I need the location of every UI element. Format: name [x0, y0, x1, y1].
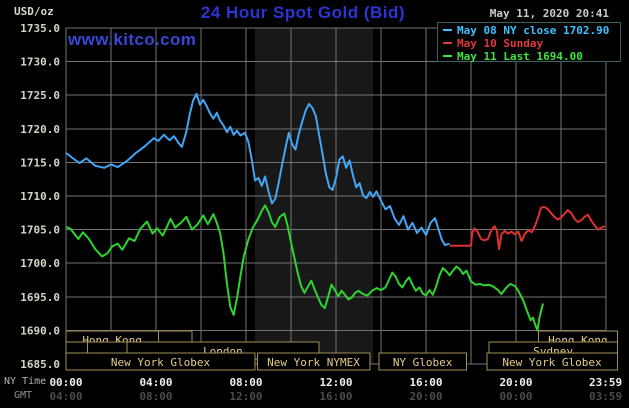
datetime-label: May 11, 2020 20:41 — [489, 7, 609, 20]
session-label: New York Globex — [502, 356, 602, 369]
legend-box: May 08 NY close 1702.90 May 10 Sunday Ma… — [437, 22, 621, 63]
y-tick-label: 1730.0 — [20, 56, 60, 69]
x-tick-label-gmt: 20:00 — [409, 390, 442, 403]
unit-label: USD/oz — [14, 5, 54, 18]
x-tick-label-ny: 04:00 — [139, 376, 172, 389]
x-tick-label-ny: 16:00 — [409, 376, 442, 389]
x-tick-label-ny: 20:00 — [499, 376, 532, 389]
session-box — [486, 352, 618, 371]
y-tick-label: 1715.0 — [20, 156, 60, 169]
legend-dash-icon — [443, 41, 452, 44]
session-label: NY Globex — [393, 356, 453, 369]
x-tick-label-ny: 00:00 — [49, 376, 82, 389]
y-tick-label: 1705.0 — [20, 224, 60, 237]
x-tick-label-gmt: 04:00 — [49, 390, 82, 403]
session-box — [378, 352, 467, 371]
gmt-axis-label: GMT — [14, 390, 33, 401]
price-line-may10 — [449, 205, 606, 251]
y-tick-label: 1695.0 — [20, 291, 60, 304]
x-tick-label-ny: 08:00 — [229, 376, 262, 389]
price-line-may11 — [65, 204, 544, 332]
page-title: 24 Hour Spot Gold (Bid) — [200, 3, 406, 22]
kitco-watermark-link[interactable]: www.kitco.com — [68, 30, 197, 49]
y-tick-label: 1720.0 — [20, 123, 60, 136]
legend-dash-icon — [443, 54, 452, 57]
y-tick-label: 1700.0 — [20, 257, 60, 270]
y-tick-label: 1710.0 — [20, 190, 60, 203]
x-tick-label-ny: 23:59 — [589, 376, 622, 389]
legend-label: May 10 Sunday — [457, 37, 544, 50]
x-tick-label-gmt: 16:00 — [319, 390, 352, 403]
legend-label: May 08 NY close 1702.90 — [457, 24, 610, 37]
y-tick-label: 1735.0 — [20, 22, 60, 35]
session-box — [65, 352, 256, 371]
legend-row-may08: May 08 NY close 1702.90 — [443, 24, 620, 37]
y-tick-label: 1690.0 — [20, 324, 60, 337]
session-box — [256, 352, 371, 371]
legend-row-may10: May 10 Sunday — [443, 37, 620, 50]
ny-time-axis-label: NY Time — [4, 376, 47, 387]
legend-label: May 11 Last 1694.00 — [457, 50, 583, 63]
legend-dash-icon — [443, 28, 452, 31]
session-label: New York NYMEX — [267, 356, 360, 369]
x-tick-label-gmt: 00:00 — [499, 390, 532, 403]
x-tick-label-ny: 12:00 — [319, 376, 352, 389]
y-tick-label: 1685.0 — [20, 358, 60, 371]
x-tick-label-gmt: 12:00 — [229, 390, 262, 403]
x-tick-label-gmt: 08:00 — [139, 390, 172, 403]
y-tick-label: 1725.0 — [20, 89, 60, 102]
legend-row-may11: May 11 Last 1694.00 — [443, 50, 620, 63]
x-tick-label-gmt: 03:59 — [589, 390, 622, 403]
session-label: New York Globex — [111, 356, 211, 369]
price-line-may08 — [65, 92, 450, 247]
